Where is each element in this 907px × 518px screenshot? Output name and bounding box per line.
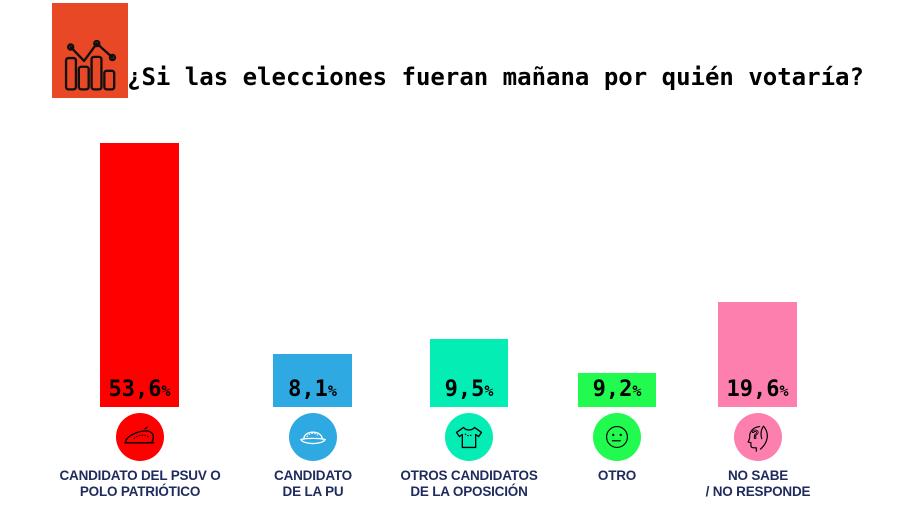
svg-text:?: ? [752, 428, 759, 441]
value-label-otros-candidatos: 9,5% [444, 377, 494, 402]
category-label-pu: CANDIDATO DE LA PU [274, 468, 352, 500]
bar-otro: 9,2% [578, 373, 656, 407]
bar-no-sabe: 19,6% [718, 302, 797, 407]
cap-icon [289, 413, 337, 461]
category-label-no-sabe: NO SABE / NO RESPONDE [705, 468, 811, 500]
tshirt-icon [445, 413, 493, 461]
value-label-no-sabe: 19,6% [726, 377, 789, 402]
head-question-icon: ? [734, 413, 782, 461]
value-label-psuv: 53,6% [108, 377, 171, 402]
logo [52, 3, 128, 98]
chart-title: ¿Si las elecciones fueran mañana por qui… [127, 63, 864, 91]
category-label-otro: OTRO [597, 468, 637, 483]
bar-otros-candidatos: 9,5% [430, 339, 508, 407]
neutral-face-icon [593, 413, 641, 461]
category-label-otros-candidatos: OTROS CANDIDATOS DE LA OPOSICIÓN [400, 468, 538, 500]
category-label-psuv: CANDIDATO DEL PSUV O POLO PATRIÓTICO [59, 468, 221, 500]
beret-icon [116, 413, 164, 461]
bar-pu: 8,1% [273, 354, 352, 407]
bar-psuv: 53,6% [100, 143, 179, 407]
value-label-pu: 8,1% [288, 377, 337, 402]
value-label-otro: 9,2% [592, 377, 642, 402]
bar-chart-logo-icon [64, 39, 117, 91]
